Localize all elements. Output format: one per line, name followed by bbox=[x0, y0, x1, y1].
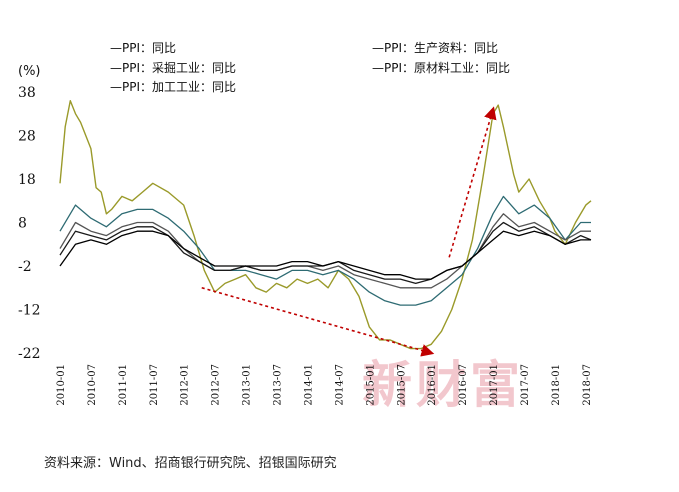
series-line-processing bbox=[59, 230, 591, 280]
series-line-mining bbox=[59, 100, 592, 350]
y-unit-label: (%) bbox=[18, 64, 41, 79]
legend-entry-ppi: —PPI：同比 bbox=[110, 41, 176, 55]
x-tick-label: 2016-01 bbox=[427, 364, 438, 406]
trend-arrows bbox=[201, 106, 497, 357]
y-tick-label: 8 bbox=[18, 216, 27, 232]
source-note: 资料来源：Wind、招商银行研究院、招银国际研究 bbox=[44, 456, 337, 471]
x-tick-label: 2010-01 bbox=[56, 364, 67, 406]
legend-entry-production: —PPI：生产资料：同比 bbox=[372, 41, 498, 55]
x-tick-label: 2011-01 bbox=[118, 364, 129, 406]
y-axis: 38 28 18 8 -2 -12 -22 bbox=[18, 85, 41, 362]
x-tick-label: 2010-07 bbox=[87, 364, 98, 406]
legend-entry-mining: —PPI：采掘工业：同比 bbox=[110, 60, 236, 75]
x-tick-label: 2014-07 bbox=[334, 364, 345, 406]
x-tick-label: 2018-07 bbox=[582, 364, 593, 406]
x-tick-label: 2013-01 bbox=[242, 364, 253, 406]
y-tick-label: -2 bbox=[18, 259, 32, 275]
legend-entry-processing: —PPI：加工工业：同比 bbox=[110, 80, 236, 94]
x-tick-label: 2014-01 bbox=[303, 364, 314, 406]
x-tick-label: 2012-07 bbox=[211, 364, 222, 406]
x-tick-label: 2013-07 bbox=[273, 364, 284, 406]
y-tick-label: 18 bbox=[18, 172, 36, 188]
trend-arrow-1 bbox=[448, 106, 497, 258]
x-tick-label: 2012-01 bbox=[180, 364, 191, 406]
series-line-raw bbox=[59, 195, 591, 306]
y-tick-label: 28 bbox=[18, 129, 36, 145]
series-lines bbox=[59, 100, 592, 350]
x-tick-label: 2011-07 bbox=[149, 364, 160, 406]
legend: —PPI：同比 —PPI：生产资料：同比 —PPI：采掘工业：同比 —PPI：原材料工… bbox=[110, 41, 510, 94]
x-tick-label: 2017-01 bbox=[489, 364, 500, 406]
watermark: 新财富 bbox=[362, 355, 524, 414]
legend-entry-raw: —PPI：原材料工业：同比 bbox=[372, 61, 510, 75]
y-tick-label: 38 bbox=[18, 85, 36, 101]
x-tick-label: 2015-07 bbox=[396, 364, 407, 406]
y-tick-label: -12 bbox=[18, 303, 41, 319]
x-tick-label: 2017-07 bbox=[520, 364, 531, 406]
x-tick-label: 2016-07 bbox=[458, 364, 469, 406]
x-axis: 2010-01 2010-07 2011-01 2011-07 2012-01 2012-… bbox=[56, 364, 593, 406]
y-tick-label: -22 bbox=[18, 346, 41, 362]
series-line-production bbox=[59, 213, 591, 289]
x-tick-label: 2018-01 bbox=[551, 364, 562, 406]
trend-arrow-0 bbox=[201, 286, 435, 357]
x-tick-label: 2015-01 bbox=[365, 364, 376, 406]
